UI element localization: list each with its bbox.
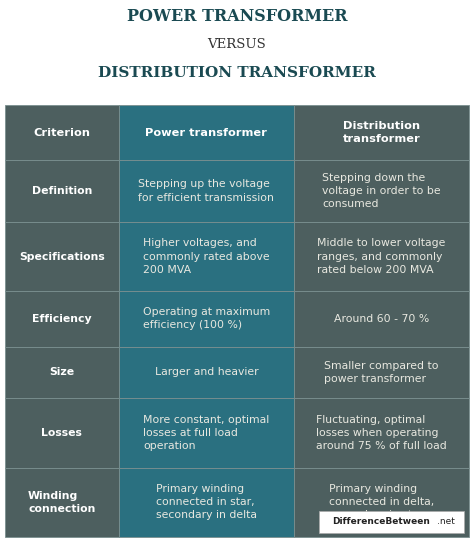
Text: Power transformer: Power transformer	[146, 128, 267, 138]
Text: Smaller compared to
power transformer: Smaller compared to power transformer	[324, 361, 439, 384]
Text: More constant, optimal
losses at full load
operation: More constant, optimal losses at full lo…	[143, 415, 270, 451]
Text: .net: .net	[437, 518, 455, 526]
Bar	[118, 105, 294, 160]
Text: Around 60 - 70 %: Around 60 - 70 %	[334, 314, 429, 324]
Bar	[5, 291, 118, 346]
Bar	[294, 291, 469, 346]
Text: Losses: Losses	[41, 428, 82, 438]
Text: Stepping down the
voltage in order to be
consumed: Stepping down the voltage in order to be…	[322, 173, 441, 209]
Text: DISTRIBUTION TRANSFORMER: DISTRIBUTION TRANSFORMER	[98, 66, 376, 80]
Text: Winding
connection: Winding connection	[28, 491, 96, 514]
Bar	[294, 346, 469, 398]
Text: Operating at maximum
efficiency (100 %): Operating at maximum efficiency (100 %)	[143, 307, 270, 331]
Text: POWER TRANSFORMER: POWER TRANSFORMER	[127, 8, 347, 25]
Text: Size: Size	[49, 367, 74, 377]
Bar	[294, 105, 469, 160]
Text: Specifications: Specifications	[19, 251, 105, 261]
Bar	[118, 398, 294, 468]
Text: Middle to lower voltage
ranges, and commonly
rated below 200 MVA: Middle to lower voltage ranges, and comm…	[318, 238, 446, 275]
Text: Fluctuating, optimal
losses when operating
around 75 % of full load: Fluctuating, optimal losses when operati…	[316, 415, 447, 451]
Bar	[118, 291, 294, 346]
Text: Primary winding
connected in star,
secondary in delta: Primary winding connected in star, secon…	[156, 484, 257, 520]
Text: VERSUS: VERSUS	[208, 38, 266, 51]
Bar	[5, 160, 118, 222]
Text: Stepping up the voltage
for efficient transmission: Stepping up the voltage for efficient tr…	[138, 179, 274, 203]
Bar	[118, 468, 294, 537]
Bar	[5, 222, 118, 291]
Bar	[5, 398, 118, 468]
Text: Primary winding
connected in delta,
secondary in star: Primary winding connected in delta, seco…	[329, 484, 434, 520]
Bar	[5, 346, 118, 398]
Text: Definition: Definition	[32, 186, 92, 196]
Text: Efficiency: Efficiency	[32, 314, 91, 324]
Text: Larger and heavier: Larger and heavier	[155, 367, 258, 377]
Bar	[5, 468, 118, 537]
Bar	[294, 468, 469, 537]
Text: Distribution
transformer: Distribution transformer	[343, 121, 420, 144]
Bar	[294, 160, 469, 222]
Bar	[118, 346, 294, 398]
Bar	[5, 105, 118, 160]
Bar	[294, 398, 469, 468]
Bar	[118, 160, 294, 222]
Text: Criterion: Criterion	[33, 128, 91, 138]
Bar	[319, 511, 464, 533]
Text: DifferenceBetween: DifferenceBetween	[333, 518, 430, 526]
Bar	[294, 222, 469, 291]
Text: Higher voltages, and
commonly rated above
200 MVA: Higher voltages, and commonly rated abov…	[143, 238, 270, 275]
Bar	[118, 222, 294, 291]
